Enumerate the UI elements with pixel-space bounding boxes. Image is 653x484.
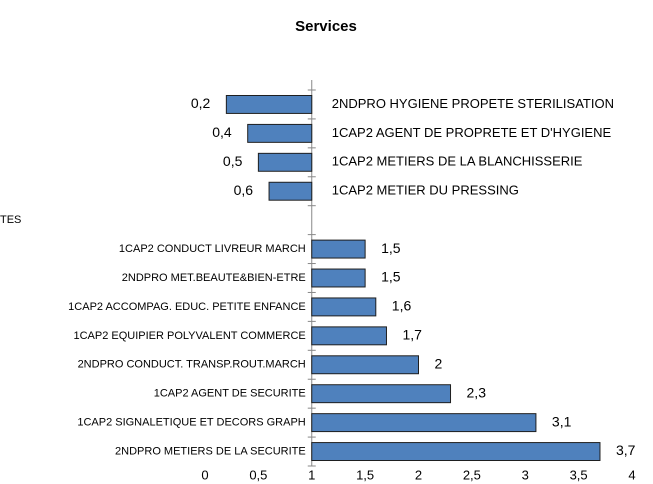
bar	[268, 181, 313, 201]
x-tick-label: 2	[415, 467, 422, 482]
bar	[311, 355, 419, 375]
value-label: 1,5	[381, 240, 401, 256]
x-tick-label: 1	[308, 467, 315, 482]
bar	[311, 442, 601, 462]
category-label: 1CAP2 EQUIPIER POLYVALENT COMMERCE	[73, 330, 305, 342]
x-tick-label: 3	[522, 467, 529, 482]
value-label: 1,7	[402, 327, 422, 343]
category-label: 1CAP2 METIERS DE LA BLANCHISSERIE	[332, 154, 583, 169]
value-label: 0,4	[212, 124, 232, 140]
value-label: 0,5	[223, 153, 243, 169]
value-label: 0,2	[191, 95, 211, 111]
category-label: 2NDPRO MET.BEAUTE&BIEN-ETRE	[122, 272, 306, 284]
category-label: 2NDPRO CONDUCT. TRANSP.ROUT.MARCH	[78, 359, 306, 371]
chart-title: Services	[295, 18, 357, 35]
x-tick-label: 1,5	[356, 467, 374, 482]
value-label: 0,6	[234, 182, 254, 198]
x-tick-label: 0	[201, 467, 208, 482]
category-label: 1CAP2 CONDUCT LIVREUR MARCH	[119, 243, 306, 255]
category-label: 1CAP2 AGENT DE SECURITE	[154, 388, 306, 400]
category-label: 1CAP2 METIER DU PRESSING	[332, 183, 519, 198]
bar	[311, 384, 452, 404]
category-label: 1CAP2 AGENT DE PROPRETE ET D'HYGIENE	[332, 125, 612, 140]
category-label: TES	[0, 214, 21, 226]
x-tick-label: 2,5	[463, 467, 481, 482]
value-label: 3,1	[552, 413, 572, 429]
bar	[311, 297, 377, 317]
bar	[311, 326, 387, 346]
value-label: 2,3	[467, 384, 487, 400]
category-label: 1CAP2 SIGNALETIQUE ET DECORS GRAPH	[77, 417, 305, 429]
bar	[225, 94, 313, 114]
bar	[257, 152, 313, 172]
x-tick-label: 4	[628, 467, 635, 482]
bar	[311, 268, 366, 288]
value-label: 3,7	[616, 442, 636, 458]
bar	[247, 123, 313, 143]
category-label: 2NDPRO METIERS DE LA SECURITE	[115, 445, 306, 457]
category-label: 1CAP2 ACCOMPAG. EDUC. PETITE ENFANCE	[68, 301, 306, 313]
x-tick-label: 0,5	[249, 467, 267, 482]
value-label: 2	[435, 355, 443, 371]
bar	[311, 239, 366, 259]
value-label: 1,6	[392, 298, 412, 314]
value-label: 1,5	[381, 269, 401, 285]
category-label: 2NDPRO HYGIENE PROPETE STERILISATION	[332, 96, 614, 111]
x-tick-label: 3,5	[570, 467, 588, 482]
bar	[311, 413, 537, 433]
